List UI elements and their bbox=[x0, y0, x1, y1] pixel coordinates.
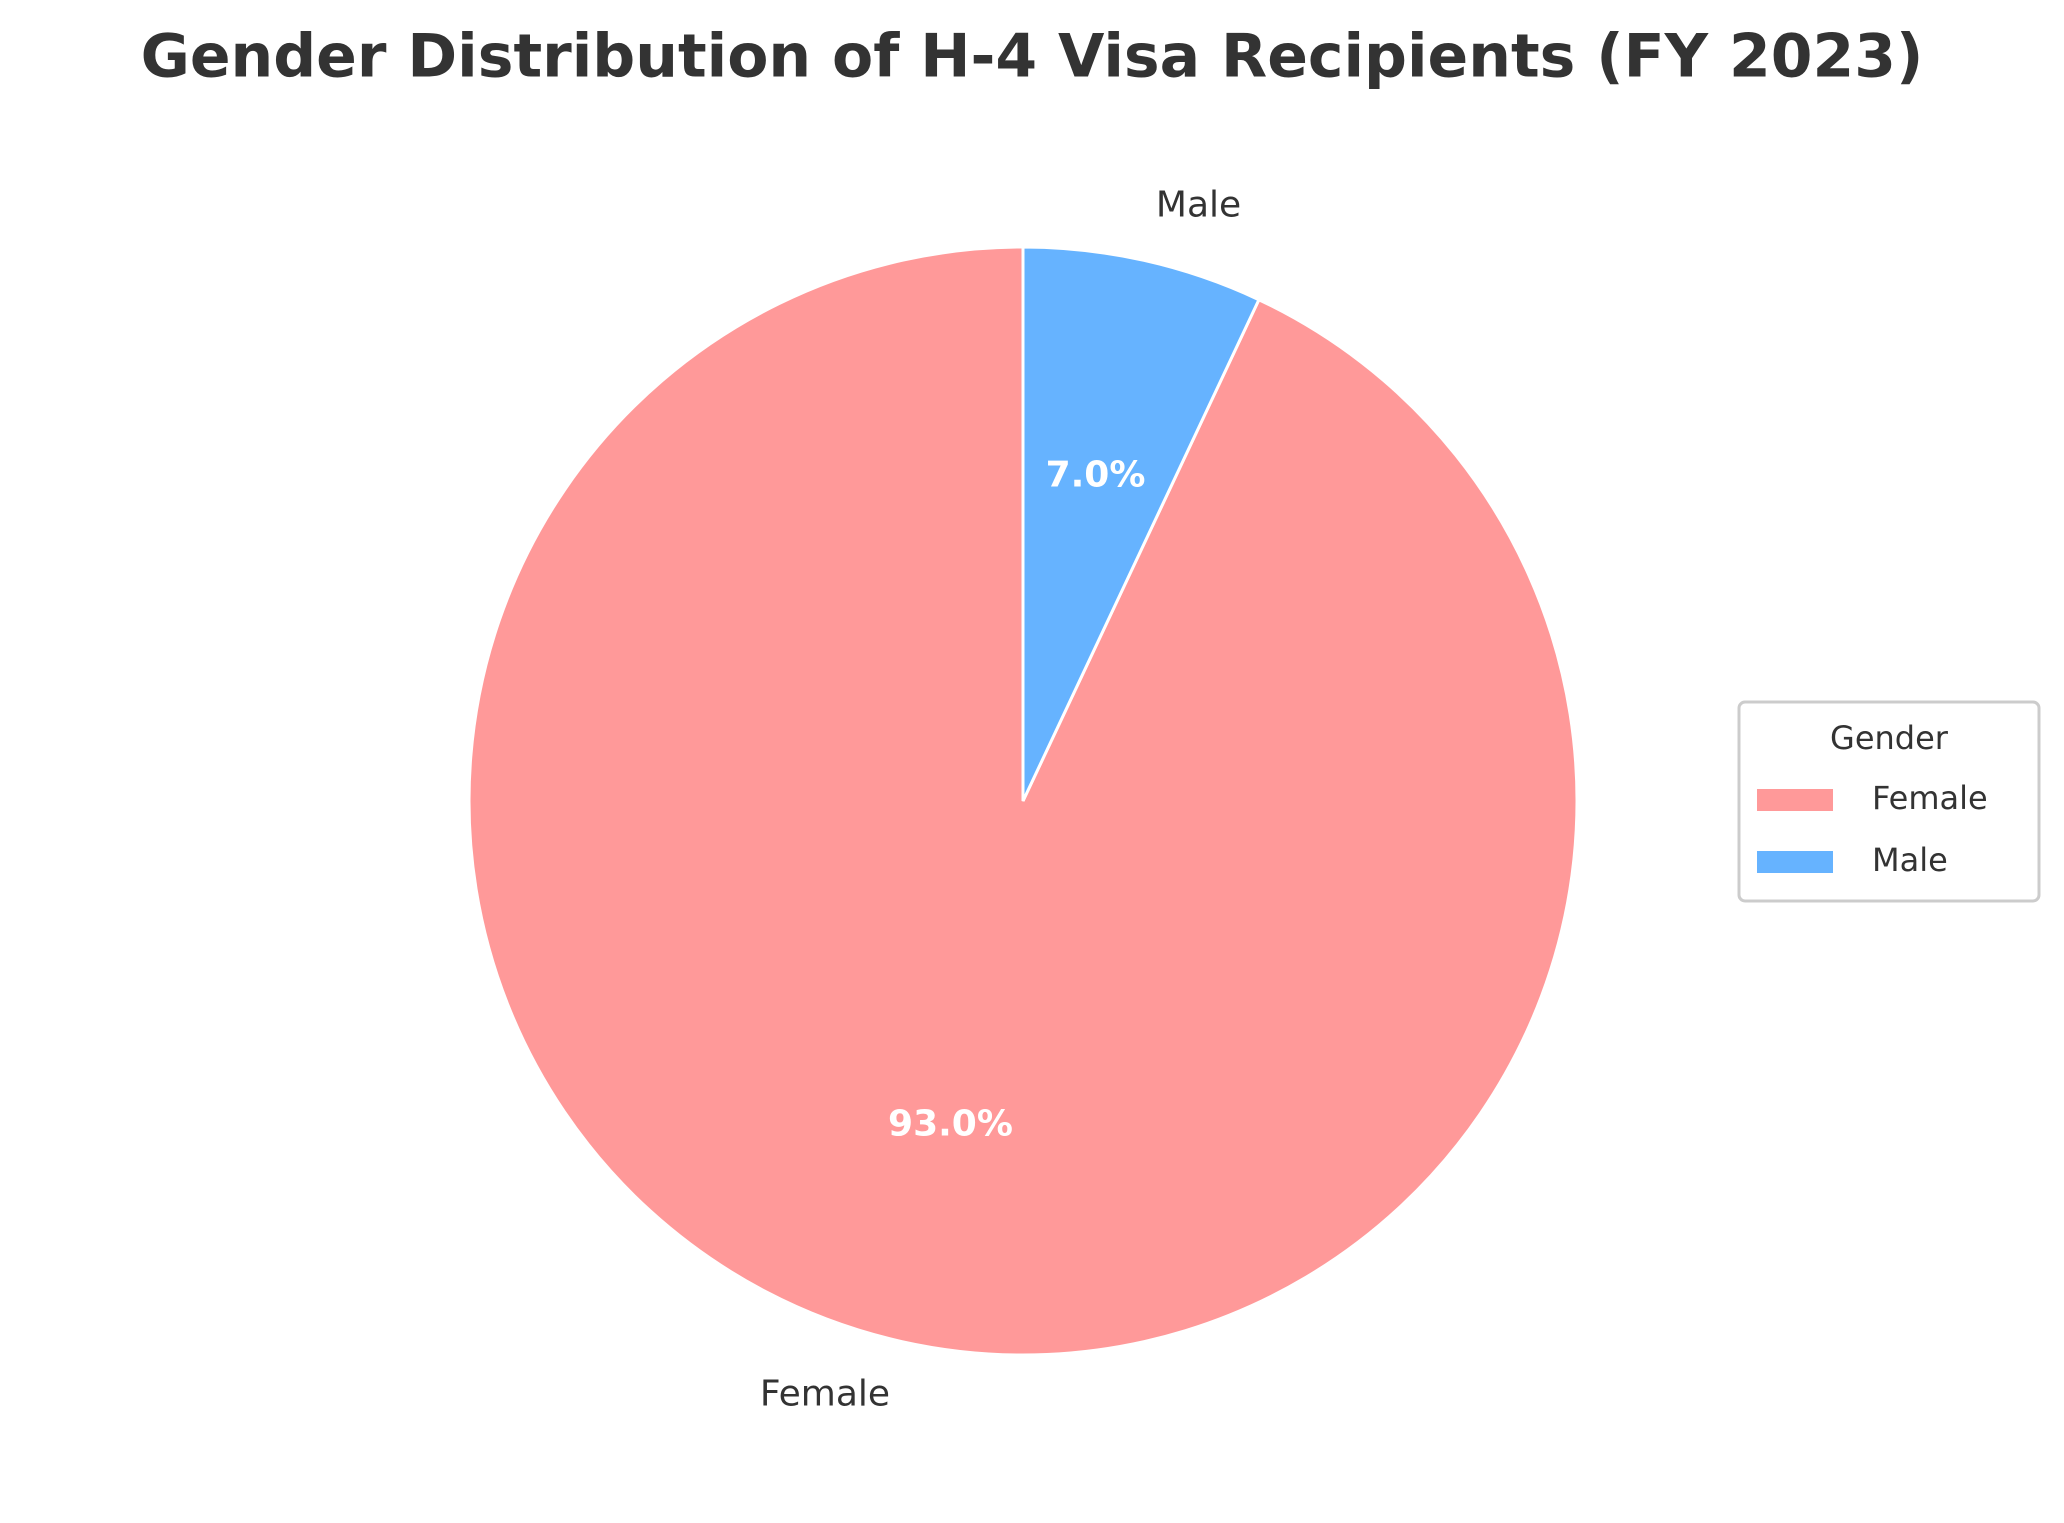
legend-title: Gender bbox=[1830, 719, 1949, 757]
chart-title: Gender Distribution of H-4 Visa Recipien… bbox=[141, 22, 1924, 92]
slice-label: Male bbox=[1156, 184, 1241, 225]
pie-slice bbox=[1021, 245, 1261, 802]
percent-label: 93.0% bbox=[888, 1103, 1013, 1144]
legend-label: Male bbox=[1872, 841, 1948, 879]
legend-swatch bbox=[1757, 851, 1833, 873]
legend-swatch bbox=[1757, 789, 1833, 811]
slice-label: Female bbox=[760, 1374, 890, 1415]
percent-label: 7.0% bbox=[1046, 455, 1146, 496]
legend-label: Female bbox=[1872, 779, 1988, 817]
